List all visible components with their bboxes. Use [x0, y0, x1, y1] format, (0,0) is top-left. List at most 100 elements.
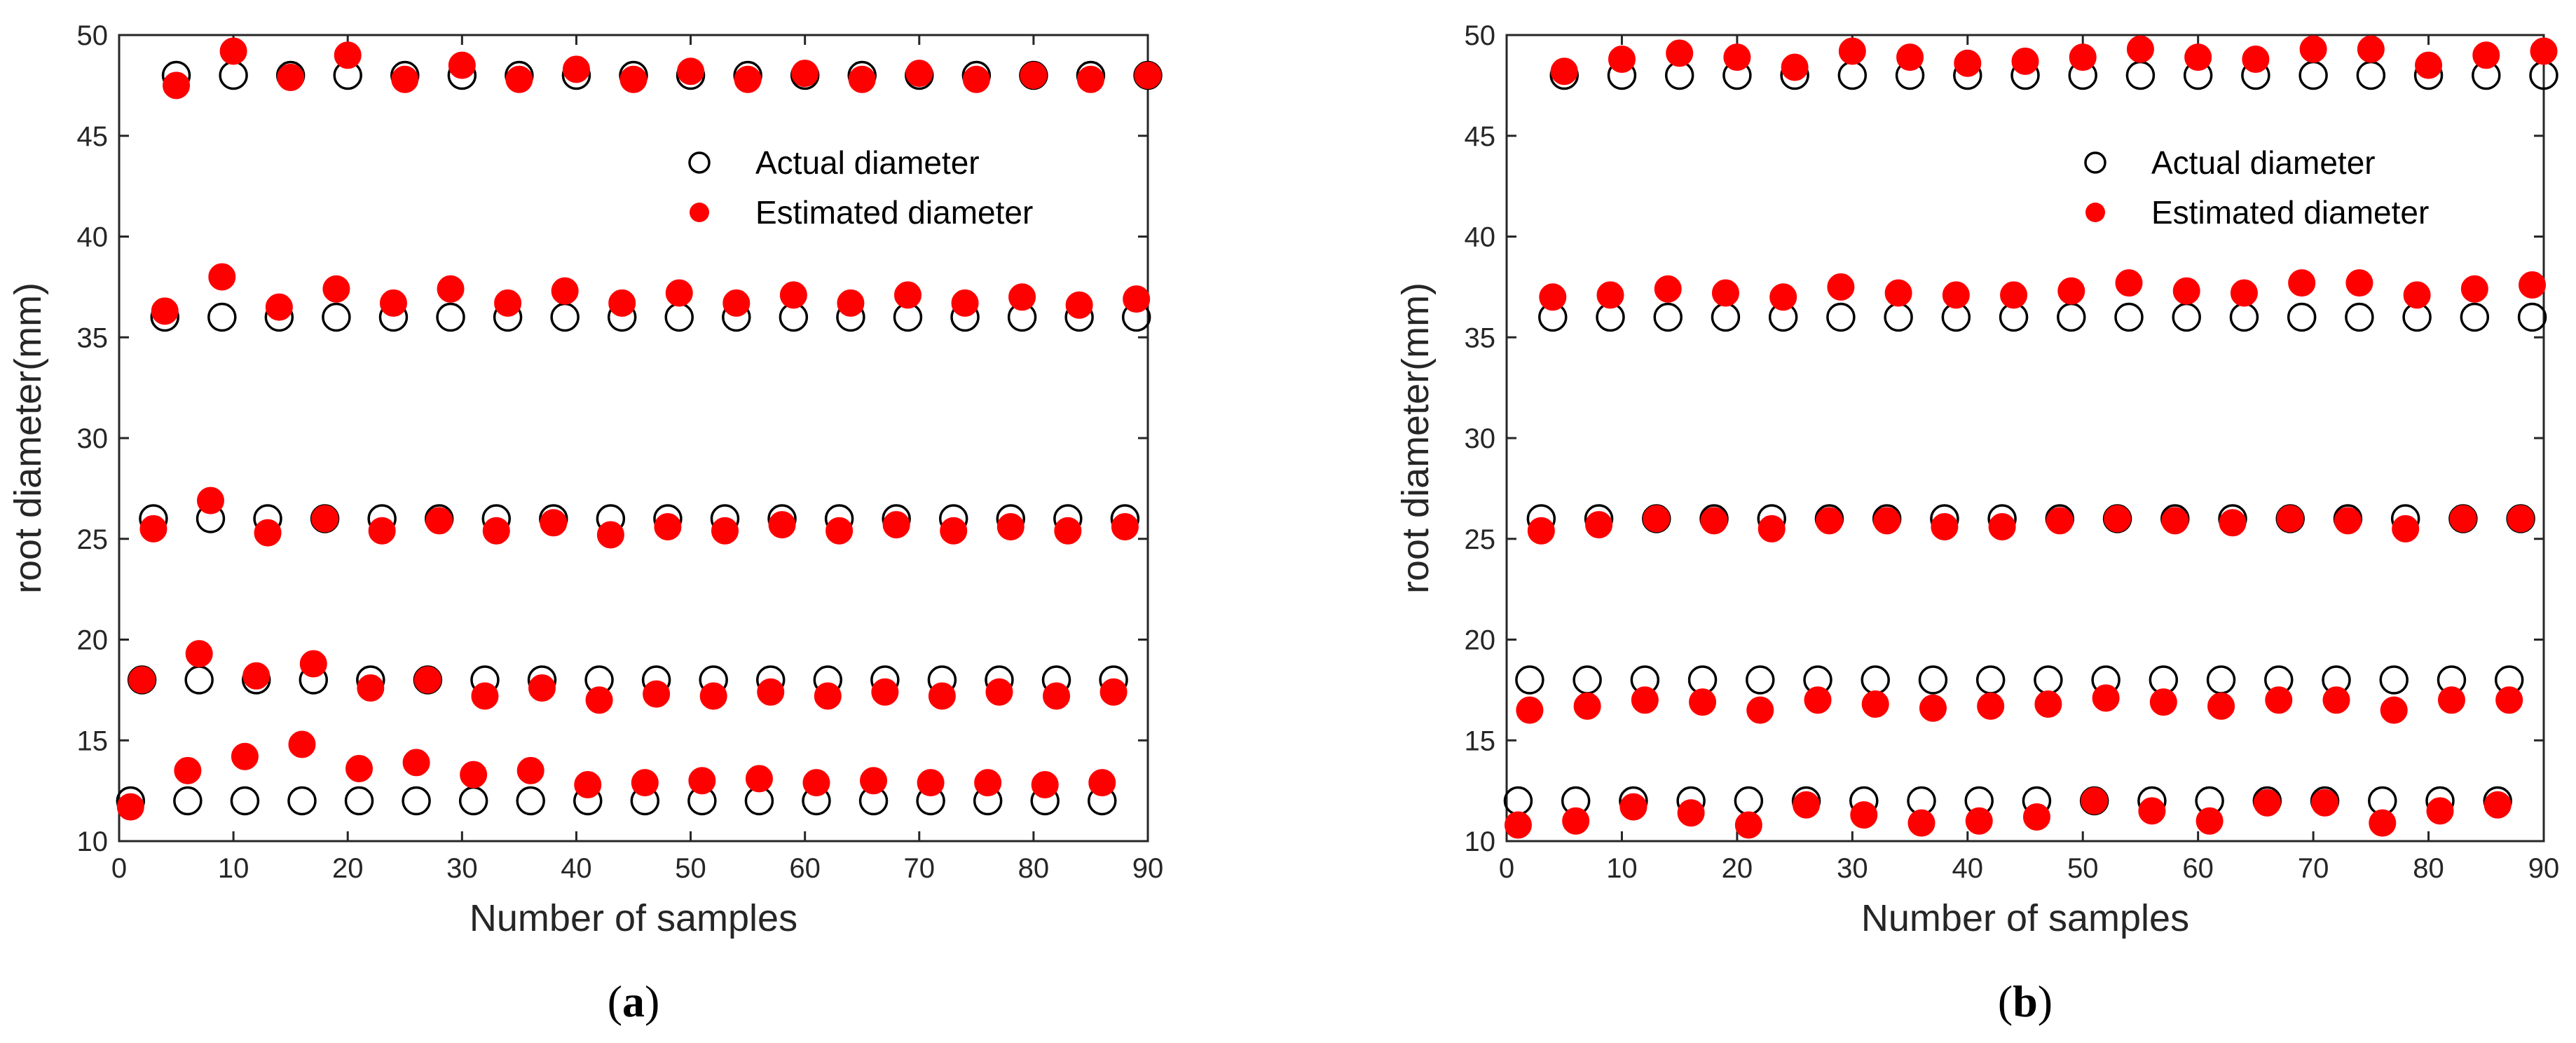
estimated-point — [1931, 513, 1959, 540]
estimated-point — [2161, 507, 2189, 535]
estimated-point — [1861, 690, 1889, 718]
estimated-point — [1550, 57, 1578, 86]
x-tick-label: 20 — [332, 853, 364, 884]
x-tick-label: 40 — [1952, 853, 1984, 884]
estimated-point — [494, 289, 522, 317]
estimated-point — [619, 65, 648, 93]
estimated-point — [2495, 686, 2523, 714]
estimated-point — [2022, 803, 2050, 831]
estimated-point — [2138, 797, 2166, 825]
estimated-point — [791, 60, 819, 88]
estimated-point — [2460, 275, 2488, 303]
x-tick-label: 80 — [1018, 853, 1050, 884]
x-tick-label: 40 — [561, 853, 592, 884]
estimated-point — [2380, 696, 2408, 724]
x-tick-label: 50 — [675, 853, 706, 884]
y-tick-label: 20 — [77, 625, 109, 656]
estimated-point — [1631, 686, 1659, 714]
legend: Actual diameter Estimated diameter — [2084, 144, 2429, 231]
estimated-point — [2415, 51, 2443, 79]
estimated-point — [1111, 513, 1139, 540]
actual-point — [173, 786, 203, 816]
legend: Actual diameter Estimated diameter — [688, 144, 1033, 231]
estimated-point — [2357, 35, 2385, 63]
estimated-point — [1076, 65, 1104, 93]
estimated-point — [734, 65, 762, 93]
actual-point — [2460, 302, 2490, 332]
estimated-point — [437, 275, 465, 303]
estimated-point — [779, 281, 807, 309]
estimated-point — [665, 279, 693, 307]
estimated-point — [379, 289, 407, 317]
estimated-point — [471, 682, 499, 710]
estimated-point — [837, 289, 865, 317]
actual-point — [207, 302, 237, 332]
estimated-point — [882, 511, 910, 539]
x-tick-label: 10 — [218, 853, 249, 884]
actual-point — [1515, 665, 1544, 695]
estimated-point — [345, 755, 374, 782]
actual-point — [2379, 665, 2409, 695]
estimated-point — [2149, 688, 2177, 716]
estimated-point — [2046, 507, 2074, 535]
estimated-point — [1919, 694, 1947, 722]
estimated-point — [1965, 807, 1993, 835]
estimated-point — [2081, 787, 2109, 814]
estimated-point — [322, 275, 350, 303]
estimated-point — [1700, 507, 1728, 535]
estimated-point — [2507, 505, 2535, 533]
estimated-point — [1850, 801, 1878, 829]
panel-a: 0 10 20 30 40 50 60 70 80 90101520253035404550Num… — [7, 20, 1163, 1026]
estimated-point — [2369, 809, 2397, 837]
x-tick-label: 70 — [904, 853, 936, 884]
estimated-point — [848, 65, 876, 93]
estimated-point — [1504, 811, 1532, 839]
estimated-point — [2115, 269, 2143, 297]
x-tick-label: 50 — [2067, 853, 2099, 884]
actual-point — [1918, 665, 1948, 695]
x-tick-label: 0 — [1499, 853, 1514, 884]
estimated-point — [1666, 39, 1694, 67]
panel-caption: (b) — [1998, 976, 2053, 1026]
estimated-point — [516, 756, 544, 784]
estimated-point — [893, 281, 922, 309]
y-tick-label: 10 — [77, 826, 109, 857]
estimated-point — [2334, 507, 2362, 535]
estimated-point — [1020, 62, 1048, 89]
caption-close-paren: ) — [2038, 976, 2053, 1026]
estimated-point — [951, 289, 979, 317]
estimated-point — [1677, 799, 1705, 827]
y-tick-label: 35 — [1465, 322, 1496, 353]
estimated-point — [2265, 686, 2293, 714]
estimated-point — [1781, 53, 1809, 81]
y-tick-label: 45 — [77, 121, 109, 152]
estimated-point — [1054, 517, 1082, 545]
estimated-point — [1643, 505, 1671, 533]
estimated-point — [2242, 46, 2270, 73]
y-tick-label: 30 — [77, 423, 109, 454]
estimated-point — [757, 678, 785, 706]
estimated-point — [2195, 807, 2224, 835]
estimated-point — [1585, 511, 1613, 539]
estimated-point — [1562, 807, 1590, 835]
estimated-point — [2092, 684, 2120, 712]
estimated-point — [1977, 692, 2005, 720]
estimated-point — [1123, 285, 1151, 313]
estimated-point — [940, 517, 968, 545]
caption-close-paren: ) — [645, 976, 659, 1026]
estimated-point — [2392, 514, 2420, 543]
estimated-point — [139, 514, 167, 543]
estimated-point — [2483, 791, 2512, 819]
estimated-point — [231, 742, 259, 770]
estimated-point — [608, 289, 636, 317]
estimated-point — [540, 509, 568, 537]
estimated-point — [2172, 277, 2200, 305]
estimated-point — [1539, 283, 1567, 311]
actual-point — [2345, 302, 2374, 332]
series-estimated-diameter — [116, 37, 1162, 821]
estimated-point — [151, 297, 179, 325]
y-tick-label: 40 — [1465, 222, 1496, 253]
estimated-point — [482, 517, 510, 545]
actual-point — [1653, 302, 1683, 332]
